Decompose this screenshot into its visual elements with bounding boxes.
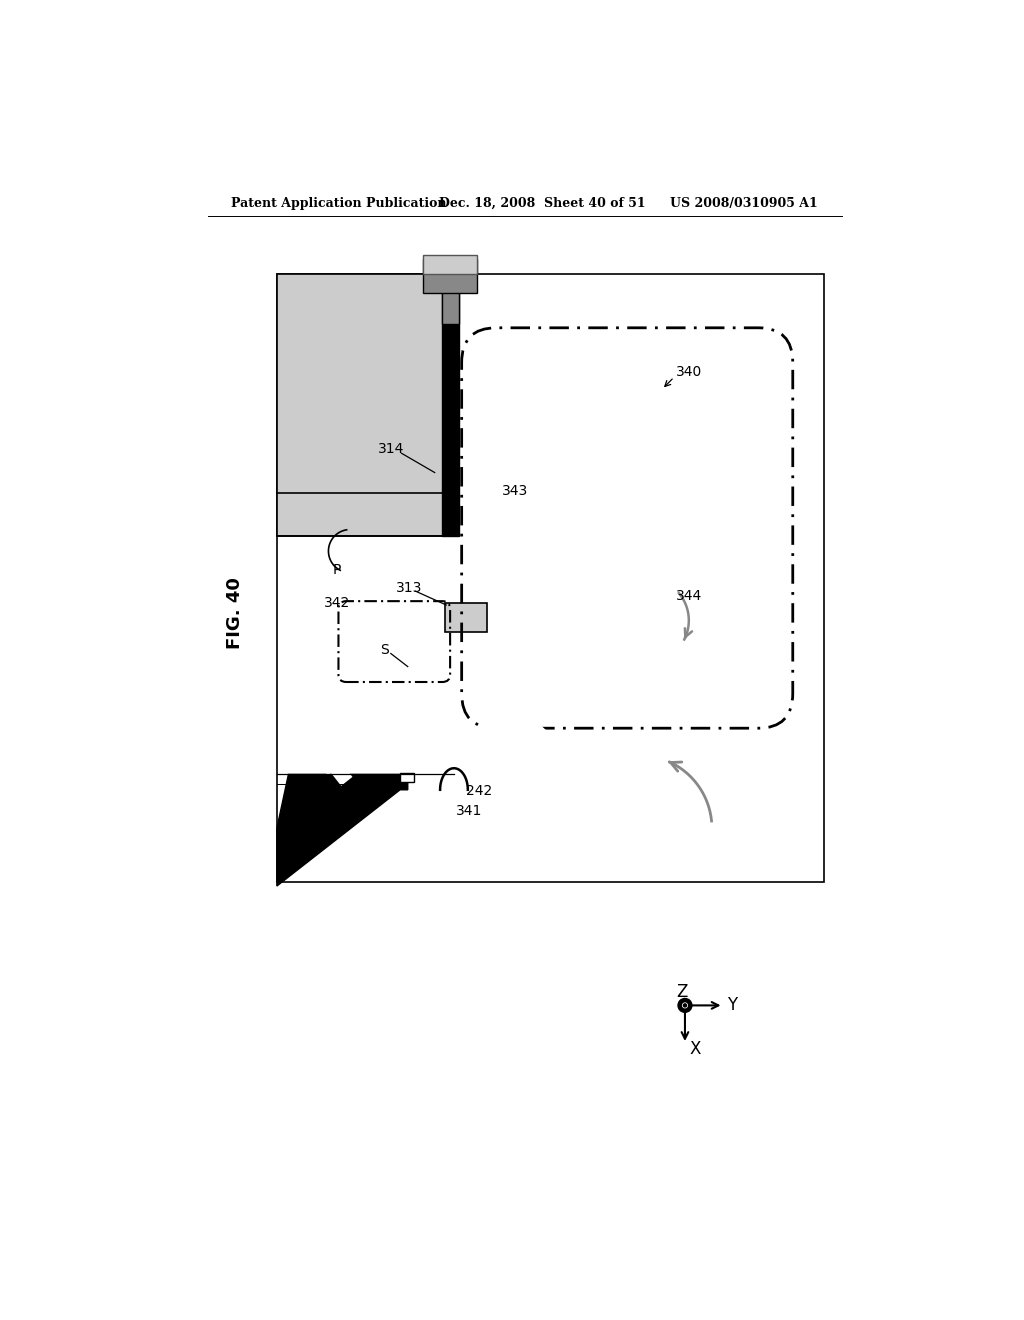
FancyArrow shape — [573, 508, 611, 566]
Circle shape — [678, 998, 692, 1012]
Text: 341: 341 — [456, 804, 482, 818]
Text: 242: 242 — [466, 784, 492, 799]
FancyArrow shape — [484, 718, 547, 746]
Bar — [423, 259, 477, 293]
Text: Dec. 18, 2008  Sheet 40 of 51: Dec. 18, 2008 Sheet 40 of 51 — [438, 197, 645, 210]
Bar — [276, 275, 823, 882]
Text: X: X — [689, 1040, 701, 1057]
Text: 314: 314 — [378, 442, 404, 457]
Text: Y: Y — [727, 997, 736, 1014]
Bar — [400, 774, 414, 781]
Text: 343: 343 — [503, 484, 528, 498]
Bar — [444, 603, 487, 632]
Text: 342: 342 — [324, 597, 350, 610]
Polygon shape — [276, 775, 408, 886]
Text: 313: 313 — [396, 581, 423, 595]
Bar — [423, 255, 477, 275]
Bar — [276, 275, 446, 536]
Text: US 2008/0310905 A1: US 2008/0310905 A1 — [670, 197, 817, 210]
Circle shape — [683, 1003, 687, 1007]
Circle shape — [683, 1003, 686, 1007]
Text: FIG. 40: FIG. 40 — [225, 577, 244, 648]
Text: 240: 240 — [289, 830, 314, 845]
FancyArrow shape — [328, 759, 351, 784]
Text: Patent Application Publication: Patent Application Publication — [230, 197, 446, 210]
Text: S: S — [380, 643, 389, 656]
Text: P: P — [333, 564, 341, 577]
Bar — [442, 275, 460, 536]
Text: Z: Z — [676, 982, 687, 1001]
Bar — [442, 267, 460, 323]
Text: 340: 340 — [676, 366, 702, 379]
Text: 344: 344 — [676, 589, 702, 603]
